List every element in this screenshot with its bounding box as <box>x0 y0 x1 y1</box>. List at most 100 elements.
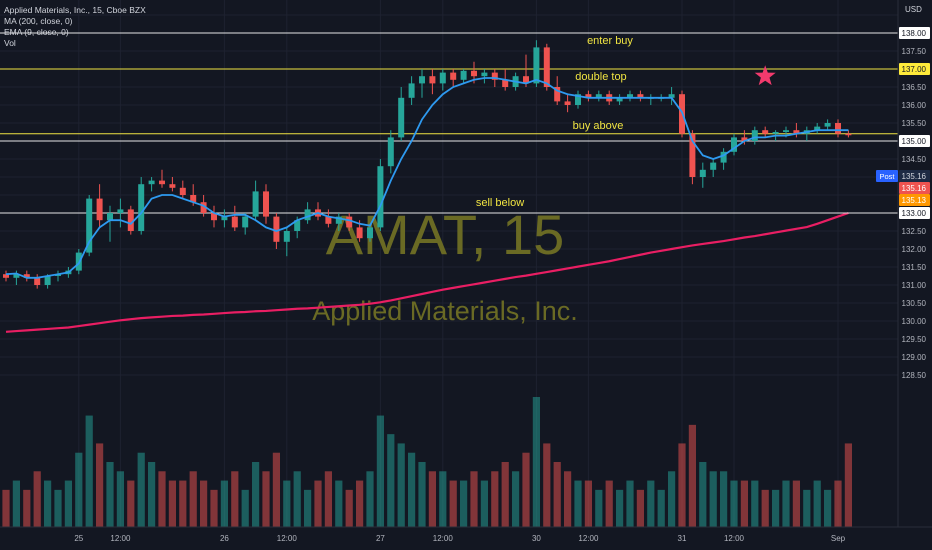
volume-bar <box>834 480 842 527</box>
candle-body <box>554 87 561 102</box>
volume-bar <box>210 489 218 527</box>
volume-bar <box>33 471 41 527</box>
volume-bar <box>657 489 665 527</box>
volume-bar <box>782 480 790 527</box>
volume-bar <box>137 452 145 527</box>
candle-body <box>211 213 217 221</box>
candle-body <box>762 130 769 134</box>
candle-body <box>179 187 186 195</box>
time-axis-tick: 12:00 <box>724 534 745 543</box>
price-axis-tick: 134.50 <box>902 155 927 164</box>
candle-body <box>491 72 498 80</box>
volume-bar <box>231 471 239 527</box>
volume-bar <box>449 480 457 527</box>
volume-bar <box>262 471 270 527</box>
candle-body <box>86 198 93 253</box>
volume-bar <box>356 480 364 527</box>
candle-body <box>252 191 259 217</box>
candle-body <box>304 209 311 221</box>
volume-bar <box>584 480 592 527</box>
volume-bar <box>12 480 20 527</box>
candle-body <box>419 76 425 84</box>
volume-bar <box>522 452 530 527</box>
volume-bar <box>397 443 405 527</box>
volume-bar <box>501 462 509 527</box>
volume-bar <box>543 443 551 527</box>
volume-bar <box>241 489 249 527</box>
volume-bar <box>158 471 166 527</box>
candle-body <box>138 184 145 231</box>
volume-bar <box>116 471 124 527</box>
candle-body <box>3 274 9 278</box>
candle-body <box>96 198 103 221</box>
annotation-text: sell below <box>476 197 524 209</box>
volume-bar <box>2 489 10 527</box>
volume-bar <box>532 397 540 527</box>
candle-body <box>595 94 602 98</box>
candle-body <box>148 180 155 185</box>
volume-bar <box>813 480 821 527</box>
volume-bar <box>751 480 759 527</box>
price-axis-tick: 132.50 <box>902 227 927 236</box>
volume-bar <box>189 471 197 527</box>
candle-body <box>221 216 228 221</box>
live-price-tag-text: 135.16 <box>902 184 927 193</box>
level-price-tag <box>899 27 930 39</box>
candle-body <box>575 94 581 105</box>
time-axis-tick: 30 <box>532 534 541 543</box>
candle-body <box>751 130 758 141</box>
candle-body <box>439 72 446 84</box>
candle-body <box>325 216 332 224</box>
candle-body <box>346 216 353 228</box>
live-price-tag-text: 135.16 <box>902 172 927 181</box>
level-price-tag <box>899 63 930 75</box>
volume-bar <box>616 489 624 527</box>
currency-label[interactable]: USD <box>905 5 922 14</box>
candle-body <box>772 132 779 134</box>
candle-body <box>263 191 269 217</box>
volume-bar <box>428 471 436 527</box>
post-tag <box>876 170 898 182</box>
price-axis-tick: 135.50 <box>902 119 927 128</box>
level-price-tag-text: 135.00 <box>902 137 927 146</box>
volume-bar <box>23 489 31 527</box>
time-axis-tick: 12:00 <box>277 534 298 543</box>
volume-bar <box>96 443 104 527</box>
legend-ema[interactable]: EMA (9, close, 0) <box>4 27 69 37</box>
volume-bar <box>293 471 301 527</box>
volume-bar <box>605 480 613 527</box>
volume-bar <box>824 489 832 527</box>
time-axis-tick: Sep <box>831 534 846 543</box>
legend-vol[interactable]: Vol <box>4 38 16 48</box>
candle-body <box>824 123 831 127</box>
candle-body <box>23 274 30 278</box>
watermark-name: Applied Materials, Inc. <box>312 296 578 326</box>
candle-body <box>564 101 571 105</box>
price-axis-tick: 129.50 <box>902 335 927 344</box>
volume-bar <box>220 480 228 527</box>
time-axis-tick: 25 <box>74 534 83 543</box>
chart-legend: Applied Materials, Inc., 15, Cboe BZX MA… <box>4 5 146 49</box>
candle-body <box>543 47 550 87</box>
price-axis-tick: 129.00 <box>902 353 927 362</box>
candle-body <box>387 137 394 167</box>
candle-body <box>34 277 41 285</box>
volume-bar <box>314 480 322 527</box>
volume-bar <box>792 480 800 527</box>
volume-bar <box>720 471 728 527</box>
price-axis-tick: 128.50 <box>902 371 927 380</box>
candle-body <box>741 137 748 141</box>
candle-body <box>408 83 415 98</box>
legend-title[interactable]: Applied Materials, Inc., 15, Cboe BZX <box>4 5 146 15</box>
candle-body <box>793 130 800 134</box>
volume-bar <box>127 480 135 527</box>
level-price-tag <box>899 207 930 219</box>
level-price-tag-text: 137.00 <box>902 65 927 74</box>
volume-bar <box>626 480 634 527</box>
legend-ma[interactable]: MA (200, close, 0) <box>4 16 73 26</box>
ema-line <box>5 77 849 279</box>
candle-body <box>668 94 675 98</box>
price-axis-bg <box>898 0 932 550</box>
volume-bar <box>345 489 353 527</box>
